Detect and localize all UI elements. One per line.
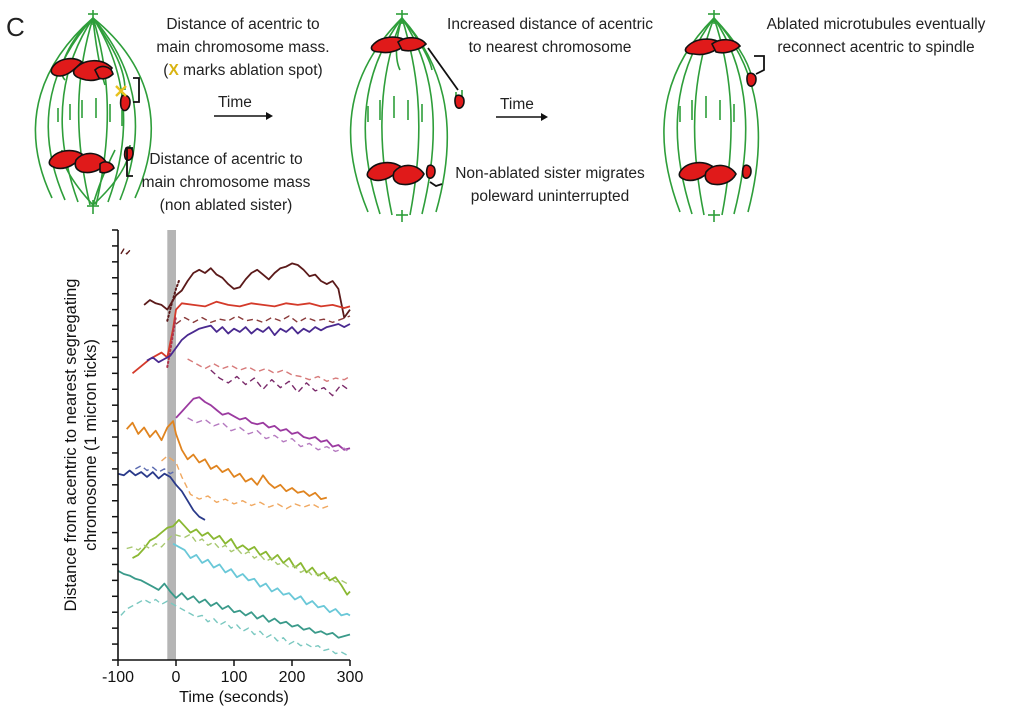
series-line-9-dashed bbox=[210, 369, 351, 397]
spindle-3-illustration bbox=[663, 10, 765, 222]
series-line-12-solid bbox=[126, 420, 328, 501]
caption-s2-top-line2: to nearest chromosome bbox=[469, 39, 632, 56]
spindle-3-microtubules bbox=[663, 10, 760, 222]
series-line-2-dashed bbox=[120, 248, 133, 255]
time-label-2: Time bbox=[500, 96, 534, 113]
caption-s1-paren: ( bbox=[163, 62, 169, 79]
spindle-1-top-bracket bbox=[133, 77, 140, 103]
ablation-shaded-bar bbox=[167, 230, 176, 660]
series-line-20-dashed bbox=[120, 598, 351, 656]
caption-s3-top-line2: reconnect acentric to spindle bbox=[777, 39, 974, 56]
caption-s1-top-line1: Distance of acentric to bbox=[166, 16, 319, 33]
series-line-16-solid bbox=[132, 519, 351, 596]
series-line-17-dashed bbox=[126, 533, 351, 585]
x-tick-label: 0 bbox=[172, 669, 181, 686]
caption-s1-bottom-line1: Distance of acentric to bbox=[149, 151, 302, 168]
x-tick-label: 200 bbox=[279, 669, 306, 686]
x-tick-labels: -100 0 100 200 300 bbox=[102, 669, 363, 686]
spindle-2-top-bracket bbox=[427, 47, 459, 91]
ablation-mark-icon bbox=[115, 85, 127, 97]
series-line-11-dashed bbox=[187, 417, 351, 454]
captions: Distance of acentric to main chromosome … bbox=[142, 16, 986, 214]
series-line-1-solid bbox=[143, 262, 351, 319]
caption-s2-top-line1: Increased distance of acentric bbox=[447, 16, 653, 33]
series-line-6-dashed bbox=[175, 315, 351, 325]
x-tick-label: 100 bbox=[221, 669, 248, 686]
series-line-5-dotted bbox=[166, 315, 177, 368]
x-axis-label: Time (seconds) bbox=[179, 689, 289, 706]
series-line-15-dashed bbox=[135, 465, 177, 475]
caption-s1-bottom-line2: main chromosome mass bbox=[142, 174, 311, 191]
panel-letter: C bbox=[6, 12, 25, 42]
caption-s1-top-line2: main chromosome mass. bbox=[156, 39, 329, 56]
x-tick-label: 300 bbox=[337, 669, 364, 686]
time-arrow-1-head bbox=[266, 112, 273, 120]
spindle-2-bottom-bracket bbox=[429, 181, 443, 187]
x-tick-label: -100 bbox=[102, 669, 134, 686]
series-line-7-solid bbox=[146, 323, 351, 364]
spindle-2-microtubules bbox=[349, 10, 463, 222]
series-line-3-dotted bbox=[166, 280, 180, 322]
axes-layer bbox=[112, 229, 351, 666]
caption-s1-x-mark: X bbox=[168, 62, 179, 79]
series-line-13-dashed bbox=[161, 455, 330, 510]
series-line-10-solid bbox=[175, 396, 351, 451]
spindle-1-microtubules bbox=[34, 10, 153, 214]
spindle-1-illustration bbox=[34, 10, 153, 214]
y-axis-label-line2: chromosome (1 micron ticks) bbox=[82, 339, 100, 551]
caption-s2-bottom-line2: poleward uninterrupted bbox=[471, 188, 630, 205]
spindle-3-chromosomes bbox=[678, 38, 757, 186]
series-line-4-solid bbox=[131, 300, 351, 374]
caption-s1-top-line3: (X marks ablation spot) bbox=[163, 62, 322, 79]
time-arrow-2-head bbox=[541, 113, 548, 121]
series-line-14-solid bbox=[117, 469, 206, 521]
caption-s1-paren-rest: marks ablation spot) bbox=[179, 62, 323, 79]
distance-chart: -100 0 100 200 300 Time (seconds) Distance f… bbox=[62, 229, 363, 706]
series-layer bbox=[117, 248, 351, 656]
series-line-18-solid bbox=[172, 542, 351, 617]
spindle-3-bracket bbox=[754, 55, 765, 75]
time-label-1: Time bbox=[218, 94, 252, 111]
y-axis-label-line1: Distance from acentric to nearest segreg… bbox=[62, 279, 80, 612]
caption-s3-top-line1: Ablated microtubules eventually bbox=[767, 16, 986, 33]
caption-s2-bottom-line1: Non-ablated sister migrates bbox=[455, 165, 645, 182]
spindle-2-chromosomes bbox=[366, 36, 465, 186]
series-line-8-dashed bbox=[187, 358, 351, 382]
spindle-1-bottom-bracket bbox=[126, 147, 133, 177]
series-line-19-solid bbox=[117, 570, 351, 639]
spindle-2-illustration bbox=[349, 10, 465, 222]
caption-s1-bottom-line3: (non ablated sister) bbox=[160, 197, 293, 214]
